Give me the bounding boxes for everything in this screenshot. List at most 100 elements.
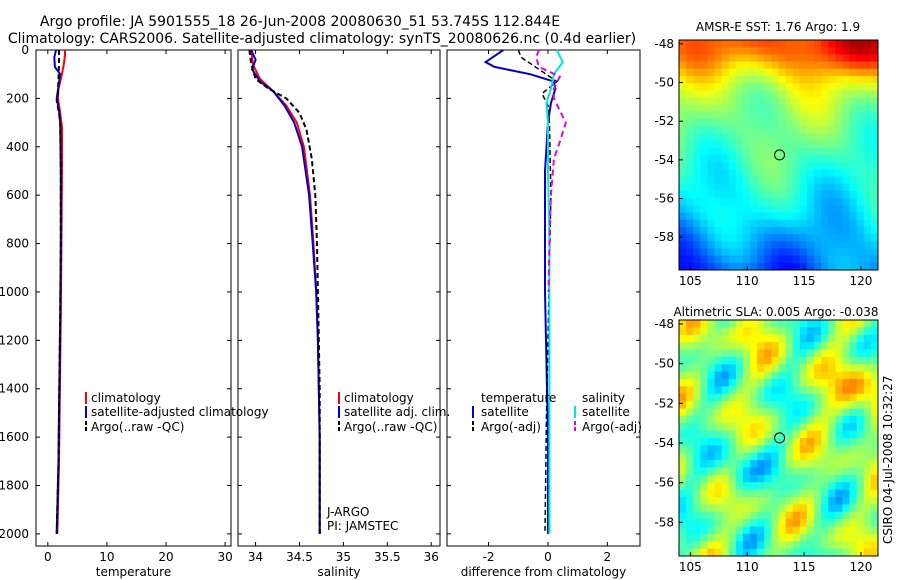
map-cell bbox=[728, 393, 737, 402]
map-cell bbox=[686, 327, 694, 336]
map-cell bbox=[679, 460, 687, 469]
map-cell bbox=[728, 90, 737, 99]
map-cell bbox=[686, 140, 694, 149]
map-cell bbox=[700, 133, 709, 142]
map-cell bbox=[728, 415, 737, 424]
map-cell bbox=[693, 379, 701, 387]
map-cell bbox=[835, 408, 844, 417]
map-cell bbox=[735, 320, 744, 328]
map-cell bbox=[863, 54, 872, 63]
map-cell bbox=[828, 140, 836, 149]
map-cell bbox=[863, 371, 872, 380]
map-cell bbox=[870, 438, 878, 446]
map-cell bbox=[728, 205, 737, 214]
map-cell bbox=[771, 497, 780, 505]
map-cell bbox=[721, 460, 730, 469]
sst-map-axes: 105 110 115 120-48-50-52-54-56-58 bbox=[654, 37, 879, 288]
map-cell bbox=[735, 533, 744, 542]
map-cell bbox=[792, 504, 801, 513]
map-cell bbox=[863, 482, 872, 491]
map-cell bbox=[856, 61, 865, 70]
map-cell bbox=[742, 83, 751, 91]
map-cell bbox=[799, 474, 808, 483]
map-cell bbox=[799, 126, 808, 135]
map-cell bbox=[742, 327, 751, 336]
map-cell bbox=[870, 460, 878, 469]
map-cell bbox=[693, 327, 701, 336]
map-cell bbox=[785, 408, 794, 417]
map-cell bbox=[700, 497, 709, 505]
map-cell bbox=[828, 489, 836, 498]
map-cell bbox=[700, 452, 709, 461]
map-cell bbox=[778, 401, 787, 410]
map-cell bbox=[742, 467, 751, 476]
map-cell bbox=[821, 489, 829, 498]
map-cell bbox=[835, 226, 844, 235]
map-cell bbox=[849, 320, 858, 328]
map-cell bbox=[721, 541, 730, 550]
map-cell bbox=[870, 415, 878, 424]
map-cell bbox=[842, 438, 851, 446]
map-cell bbox=[693, 119, 701, 127]
map-cell bbox=[835, 430, 844, 439]
map-cell bbox=[728, 320, 737, 328]
map-cell bbox=[799, 452, 808, 461]
series-line-argo-raw-qc- bbox=[55, 50, 62, 534]
map-cell bbox=[778, 40, 787, 48]
map-frame bbox=[678, 39, 879, 271]
map-cell bbox=[764, 511, 772, 520]
map-cell bbox=[828, 126, 836, 135]
map-cell bbox=[856, 40, 865, 48]
map-cell bbox=[835, 97, 844, 106]
map-cell bbox=[856, 452, 865, 461]
map-cell bbox=[693, 408, 701, 417]
map-cell bbox=[856, 169, 865, 178]
map-cell bbox=[714, 40, 723, 48]
map-cell bbox=[686, 386, 694, 395]
map-cell bbox=[814, 226, 822, 235]
map-cell bbox=[714, 511, 723, 520]
map-cell bbox=[856, 133, 865, 142]
map-cell bbox=[764, 519, 772, 528]
map-cell bbox=[771, 401, 780, 410]
map-cell bbox=[856, 190, 865, 199]
map-cell bbox=[849, 176, 858, 185]
map-cell bbox=[693, 489, 701, 498]
x-tick-label: 2 bbox=[604, 550, 612, 564]
map-cell bbox=[686, 255, 694, 264]
map-cell bbox=[742, 198, 751, 206]
map-cell bbox=[721, 205, 730, 214]
map-cell bbox=[742, 504, 751, 513]
map-cell bbox=[828, 155, 836, 163]
map-cell bbox=[799, 176, 808, 185]
map-cell bbox=[778, 519, 787, 528]
map-cell bbox=[863, 401, 872, 410]
map-cell bbox=[778, 430, 787, 439]
map-cell bbox=[707, 169, 716, 178]
map-cell bbox=[679, 415, 687, 424]
map-cell bbox=[750, 533, 758, 542]
map-cell bbox=[778, 393, 787, 402]
map-cell bbox=[856, 83, 865, 91]
map-cell bbox=[849, 126, 858, 135]
map-cell bbox=[764, 445, 772, 454]
map-cell bbox=[821, 415, 829, 424]
map-cell bbox=[693, 212, 701, 221]
map-cell bbox=[707, 133, 716, 142]
map-cell bbox=[686, 111, 694, 120]
map-cell bbox=[771, 111, 780, 120]
map-cell bbox=[750, 162, 758, 170]
map-cell bbox=[750, 511, 758, 520]
map-cell bbox=[856, 386, 865, 395]
map-cell bbox=[863, 126, 872, 135]
map-cell bbox=[771, 467, 780, 476]
map-cell bbox=[842, 371, 851, 380]
map-cell bbox=[842, 54, 851, 63]
map-cell bbox=[870, 262, 878, 270]
map-cell bbox=[679, 75, 687, 84]
map-cell bbox=[778, 75, 787, 84]
map-cell bbox=[821, 83, 829, 91]
map-cell bbox=[863, 176, 872, 185]
map-cell bbox=[728, 176, 737, 185]
map-cell bbox=[806, 342, 815, 351]
